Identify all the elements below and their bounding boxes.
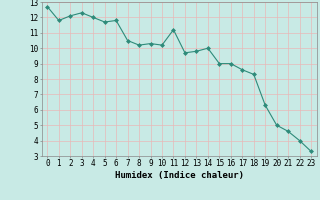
X-axis label: Humidex (Indice chaleur): Humidex (Indice chaleur) <box>115 171 244 180</box>
